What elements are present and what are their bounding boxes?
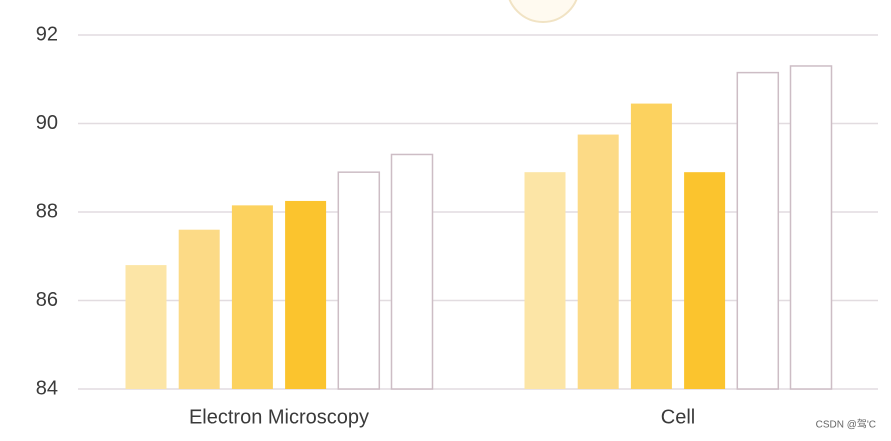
x-tick-label: Electron Microscopy bbox=[189, 406, 369, 428]
decoration bbox=[508, 0, 578, 23]
bar bbox=[390, 153, 434, 390]
bar bbox=[285, 200, 327, 389]
y-tick-label: 92 bbox=[36, 23, 58, 45]
y-tick-label: 86 bbox=[36, 289, 58, 311]
bar bbox=[789, 65, 833, 390]
bar bbox=[337, 171, 381, 390]
y-tick-label: 90 bbox=[36, 112, 58, 134]
y-tick-label: 88 bbox=[36, 200, 58, 222]
bar bbox=[231, 205, 273, 389]
bar bbox=[125, 265, 167, 389]
bar bbox=[684, 172, 726, 389]
bar bbox=[630, 103, 672, 390]
watermark: CSDN @驾'C bbox=[816, 419, 876, 431]
bar bbox=[577, 134, 619, 389]
bar bbox=[178, 229, 220, 389]
x-tick-label: Cell bbox=[661, 406, 695, 428]
bar bbox=[524, 172, 566, 389]
y-tick-label: 84 bbox=[36, 377, 58, 399]
bar bbox=[736, 71, 780, 390]
